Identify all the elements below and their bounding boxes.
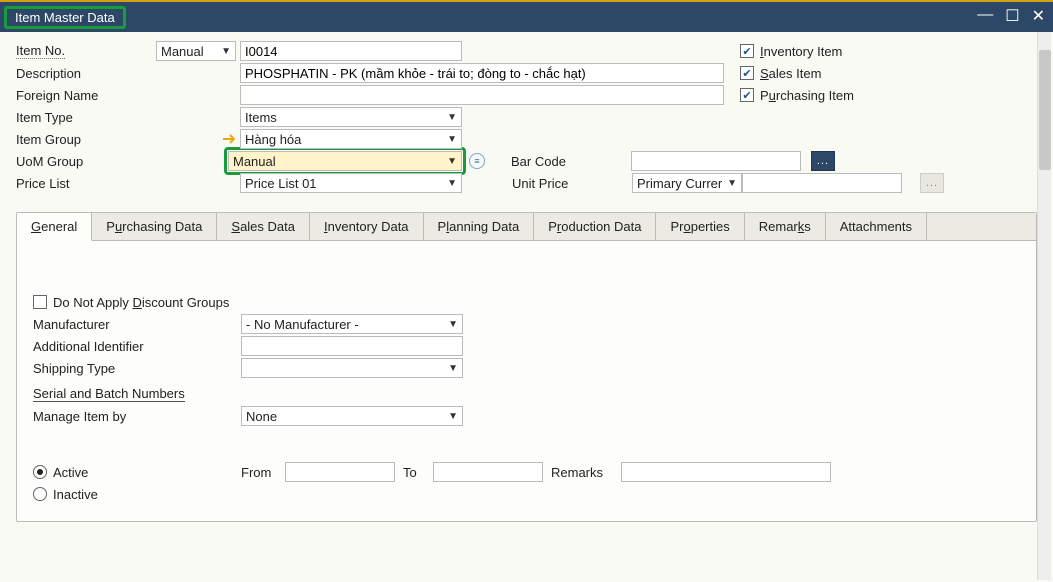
tab-inventory[interactable]: Inventory Data: [310, 213, 424, 240]
item-type-select[interactable]: Items ▼: [240, 107, 462, 127]
tab-planning[interactable]: Planning Data: [424, 213, 535, 240]
sales-item-checkbox[interactable]: ✔: [740, 66, 754, 80]
barcode-label: Bar Code: [511, 154, 631, 169]
item-group-select[interactable]: Hàng hóa ▼: [240, 129, 462, 149]
manufacturer-label: Manufacturer: [33, 317, 241, 332]
remarks-label: Remarks: [551, 465, 621, 480]
price-list-label: Price List: [16, 176, 156, 191]
foreign-name-input[interactable]: [240, 85, 724, 105]
barcode-browse-button[interactable]: ...: [811, 151, 835, 171]
close-button[interactable]: ✕: [1032, 6, 1045, 26]
no-discount-label: Do Not Apply Discount Groups: [53, 295, 229, 310]
tab-purchasing[interactable]: Purchasing Data: [92, 213, 217, 240]
manufacturer-select[interactable]: - No Manufacturer - ▼: [241, 314, 463, 334]
link-arrow-icon[interactable]: [222, 133, 238, 145]
item-type-label: Item Type: [16, 110, 156, 125]
additional-identifier-input[interactable]: [241, 336, 463, 356]
maximize-button[interactable]: ☐: [1005, 6, 1019, 26]
dropdown-arrow-icon: ▼: [725, 178, 739, 189]
tab-general[interactable]: General: [17, 213, 92, 241]
purchasing-item-label: Purchasing Item: [760, 88, 854, 103]
item-no-input[interactable]: [240, 41, 462, 61]
tab-remarks[interactable]: Remarks: [745, 213, 826, 240]
tab-properties[interactable]: Properties: [656, 213, 744, 240]
serial-batch-header: Serial and Batch Numbers: [33, 386, 185, 402]
unit-price-input[interactable]: [742, 173, 902, 193]
vertical-scrollbar[interactable]: [1037, 32, 1051, 580]
tab-body-general: Do Not Apply Discount Groups Manufacture…: [17, 241, 1036, 521]
inactive-radio[interactable]: [33, 487, 47, 501]
content-area: Item No. Manual ▼ ✔ Inventory Item Descr…: [0, 32, 1053, 582]
unit-price-currency-select[interactable]: Primary Currer ▼: [632, 173, 742, 193]
titlebar: Item Master Data — ☐ ✕: [0, 2, 1053, 32]
uom-group-label: UoM Group: [16, 154, 156, 169]
additional-identifier-label: Additional Identifier: [33, 339, 241, 354]
purchasing-item-checkbox[interactable]: ✔: [740, 88, 754, 102]
manufacturer-value: - No Manufacturer -: [246, 317, 359, 332]
active-radio[interactable]: [33, 465, 47, 479]
manage-item-select[interactable]: None ▼: [241, 406, 463, 426]
sales-item-label: Sales Item: [760, 66, 821, 81]
window-controls: — ☐ ✕: [977, 6, 1045, 26]
minimize-button[interactable]: —: [977, 6, 993, 26]
uom-info-icon[interactable]: ≡: [469, 153, 485, 169]
item-no-mode-select[interactable]: Manual ▼: [156, 41, 236, 61]
shipping-type-label: Shipping Type: [33, 361, 241, 376]
uom-group-select[interactable]: Manual ▼: [228, 151, 462, 171]
remarks-input[interactable]: [621, 462, 831, 482]
dropdown-arrow-icon: ▼: [446, 411, 460, 422]
tab-attachments[interactable]: Attachments: [826, 213, 927, 240]
item-group-label: Item Group: [16, 132, 156, 147]
item-no-mode-value: Manual: [161, 44, 204, 59]
inventory-item-label: Inventory Item: [760, 44, 842, 59]
manage-item-label: Manage Item by: [33, 409, 241, 424]
unit-price-more-button[interactable]: ...: [920, 173, 944, 193]
barcode-input[interactable]: [631, 151, 801, 171]
to-input[interactable]: [433, 462, 543, 482]
unit-price-label: Unit Price: [512, 176, 632, 191]
scrollbar-thumb[interactable]: [1039, 50, 1051, 170]
uom-group-value: Manual: [233, 154, 276, 169]
window-title-highlight: Item Master Data: [4, 6, 126, 29]
item-group-value: Hàng hóa: [245, 132, 301, 147]
dropdown-arrow-icon: ▼: [219, 46, 233, 57]
item-no-label: Item No.: [16, 43, 65, 59]
no-discount-checkbox[interactable]: [33, 295, 47, 309]
uom-group-highlight: Manual ▼: [224, 147, 466, 175]
window-title: Item Master Data: [15, 10, 115, 25]
shipping-type-select[interactable]: ▼: [241, 358, 463, 378]
tab-production[interactable]: Production Data: [534, 213, 656, 240]
price-list-value: Price List 01: [245, 176, 317, 191]
dropdown-arrow-icon: ▼: [446, 319, 460, 330]
inactive-label: Inactive: [53, 487, 98, 502]
from-input[interactable]: [285, 462, 395, 482]
dropdown-arrow-icon: ▼: [445, 156, 459, 167]
dropdown-arrow-icon: ▼: [445, 112, 459, 123]
active-label: Active: [53, 465, 88, 480]
from-label: From: [241, 465, 285, 480]
price-list-select[interactable]: Price List 01 ▼: [240, 173, 462, 193]
dropdown-arrow-icon: ▼: [446, 363, 460, 374]
dropdown-arrow-icon: ▼: [445, 134, 459, 145]
tabs-container: General Purchasing Data Sales Data Inven…: [16, 212, 1037, 522]
inventory-item-checkbox[interactable]: ✔: [740, 44, 754, 58]
tab-sales[interactable]: Sales Data: [217, 213, 310, 240]
description-label: Description: [16, 66, 156, 81]
item-master-window: Item Master Data — ☐ ✕ Item No. Manual ▼…: [0, 0, 1053, 582]
unit-price-currency-value: Primary Currer: [637, 176, 722, 191]
item-type-value: Items: [245, 110, 277, 125]
foreign-name-label: Foreign Name: [16, 88, 156, 103]
description-input[interactable]: [240, 63, 724, 83]
tab-strip: General Purchasing Data Sales Data Inven…: [17, 213, 1036, 241]
to-label: To: [403, 465, 433, 480]
manage-item-value: None: [246, 409, 277, 424]
dropdown-arrow-icon: ▼: [445, 178, 459, 189]
